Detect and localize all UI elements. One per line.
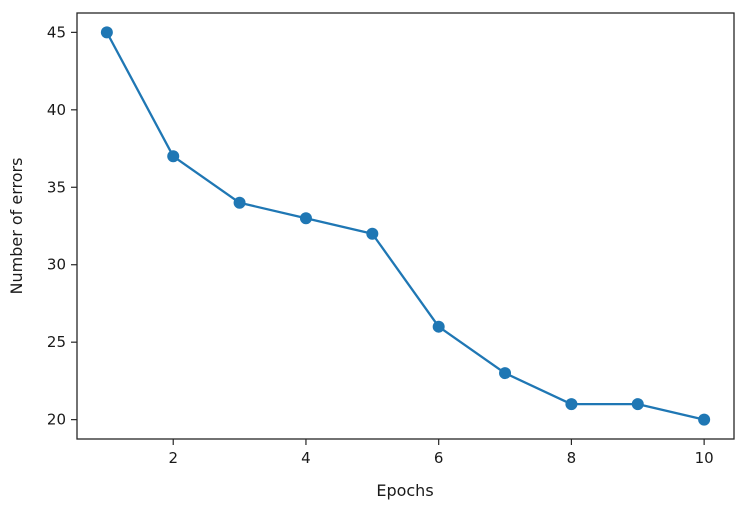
data-point (299, 212, 312, 225)
series-line (105, 31, 705, 421)
series-layer (100, 26, 711, 426)
y-tick-label: 45 (47, 23, 66, 41)
x-tick-label: 10 (695, 449, 714, 467)
y-axis-label: Number of errors (7, 158, 26, 295)
y-tick-label: 40 (47, 101, 66, 119)
y-tick-label: 25 (47, 333, 66, 351)
x-tick-label: 4 (301, 449, 311, 467)
x-tick-label: 6 (434, 449, 444, 467)
x-axis-label: Epochs (376, 481, 433, 500)
y-tick-label: 35 (47, 178, 66, 196)
y-tick-label: 30 (47, 256, 66, 274)
plot-frame (76, 12, 735, 440)
data-point (432, 320, 445, 333)
x-tick-label: 8 (567, 449, 577, 467)
ticks-layer: 2 4 6 8 10 20 25 30 35 40 45 (47, 23, 714, 467)
data-point (698, 413, 711, 426)
x-tick-label: 2 (168, 449, 178, 467)
data-point (167, 150, 180, 163)
y-tick-label: 20 (47, 411, 66, 429)
data-point (366, 227, 379, 240)
data-point (565, 398, 578, 411)
data-point (233, 196, 246, 209)
data-point (100, 26, 113, 39)
data-point (499, 367, 512, 380)
data-point (631, 398, 644, 411)
